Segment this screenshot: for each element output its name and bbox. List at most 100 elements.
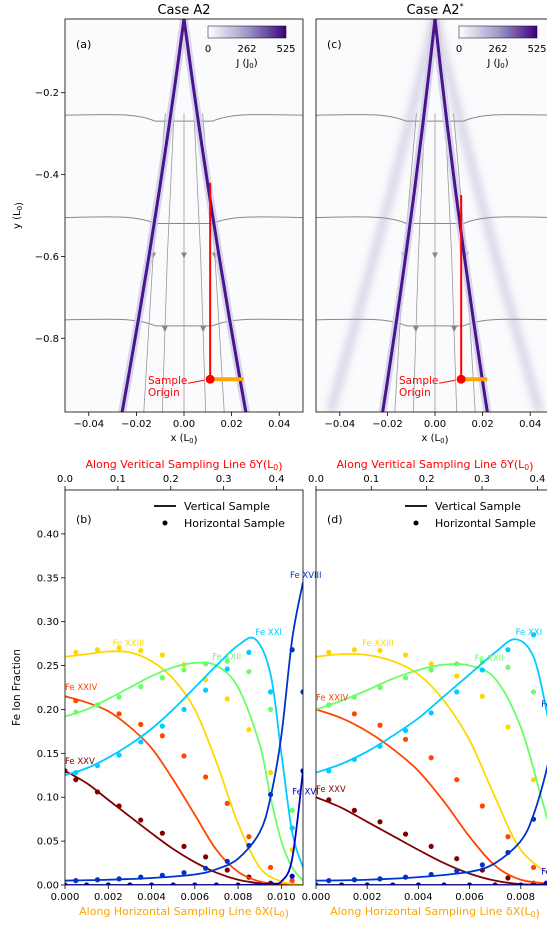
panel-a-xtick-label-3: 0.02 bbox=[220, 419, 242, 430]
panel-b-xtick-top-label-0: 0.0 bbox=[57, 474, 73, 485]
panel-b-series-0-point-2 bbox=[94, 789, 101, 795]
panel-b-series-0-point-3 bbox=[116, 803, 122, 809]
panel-b-series-6-point-0 bbox=[65, 882, 68, 885]
panel-b-ytick-label-8: 0.40 bbox=[37, 529, 59, 540]
panel-b-series-3-point-5 bbox=[181, 667, 187, 673]
panel-b-plot-area bbox=[65, 582, 303, 885]
panel-d-series-6-point-6 bbox=[466, 882, 473, 885]
panel-b-xtick-label-3: 0.006 bbox=[180, 892, 209, 903]
panel-c-current-sheet-right bbox=[433, 19, 489, 412]
panel-c-label: (c) bbox=[327, 38, 342, 51]
panel-a-current-sheet-right bbox=[182, 19, 248, 412]
panel-b-series-4-point-2 bbox=[116, 752, 122, 758]
panel-b-series-3-point-0 bbox=[73, 709, 79, 715]
panel-d-xtick-label-4: 0.008 bbox=[506, 892, 535, 903]
panel-a-xlabel: x (L0) bbox=[171, 433, 198, 446]
panel-b-ytick-label-1: 0.05 bbox=[37, 837, 59, 848]
panel-b-series-4-point-1 bbox=[94, 763, 101, 769]
panel-b-xtick-top-label-4: 0.4 bbox=[269, 474, 285, 485]
legend-b-entry-1: Horizontal Sample bbox=[184, 517, 285, 530]
panel-d-series-label-4: Fe XXI bbox=[516, 628, 543, 638]
panel-b-series-5-point-8 bbox=[246, 842, 252, 849]
panel-c-xlabel: x (L0) bbox=[422, 433, 449, 446]
panel-b-xtick-label-5: 0.010 bbox=[267, 892, 296, 903]
panel-d-series-3-point-0 bbox=[326, 702, 332, 708]
panel-b-ytick-label-2: 0.10 bbox=[37, 793, 59, 804]
panel-d-series-6-point-3 bbox=[390, 882, 396, 885]
panel-d-series-0-point-7 bbox=[505, 875, 511, 881]
panel-d-label: (d) bbox=[327, 513, 343, 526]
panel-d-series-1-point-3 bbox=[402, 736, 409, 742]
panel-b-series-0-point-1 bbox=[73, 777, 79, 783]
panel-b-series-label-1: Fe XXIV bbox=[65, 683, 98, 693]
panel-d-series-1-point-7 bbox=[505, 834, 511, 840]
panel-b-series-line-1 bbox=[65, 695, 303, 885]
panel-d-xtick-label-0: 0.000 bbox=[302, 892, 331, 903]
panel-b-series-5-point-0 bbox=[73, 878, 79, 884]
panel-b-ytick-label-3: 0.15 bbox=[37, 749, 59, 760]
panel-d-series-4-point-4 bbox=[428, 710, 434, 716]
panel-b-series-4-point-7 bbox=[224, 666, 230, 672]
panel-d: 0.000 0.002 0.004 0.006 0.008 Along Horizonta… bbox=[302, 458, 547, 920]
panel-b-series-2-point-3 bbox=[138, 648, 144, 654]
panel-c-xtick-label-4: 0.04 bbox=[519, 419, 541, 430]
panel-d-series-6-point-5 bbox=[441, 882, 447, 885]
panel-b-ytick-label-4: 0.20 bbox=[37, 705, 59, 716]
panel-b-series-3-point-8 bbox=[246, 669, 252, 675]
panel-b-series-2-point-0 bbox=[73, 649, 79, 655]
panel-b-series-5-point-4 bbox=[159, 872, 165, 878]
panel-d-xtick-top-label-4: 0.4 bbox=[529, 474, 545, 485]
panel-b-series-4-point-10 bbox=[289, 825, 295, 831]
panel-a-ytick-label-1: −0.4 bbox=[35, 170, 59, 181]
panel-a-xtick-label-4: 0.04 bbox=[268, 419, 290, 430]
panel-b-series-5-point-1 bbox=[94, 877, 101, 883]
panel-a-field-line-v-1 bbox=[161, 113, 175, 412]
panel-b-series-2-point-7 bbox=[224, 696, 230, 702]
panel-b-ylabel: Fe Ion Fraction bbox=[11, 649, 23, 726]
panel-a-xtick-label-0: −0.04 bbox=[73, 419, 104, 430]
legend-b-entry-0: Vertical Sample bbox=[184, 500, 270, 513]
panel-b-ytick-label-0: 0.00 bbox=[37, 881, 59, 892]
panel-b-axes: 0.000 0.002 0.004 0.006 0.008 0.010 Along Hori… bbox=[11, 458, 296, 920]
panel-b-ytick-label-6: 0.30 bbox=[37, 617, 59, 628]
panel-d-series-0-point-3 bbox=[402, 831, 409, 837]
panel-d-series-labels: Fe XXV Fe XXIV Fe XXIII Fe XXII Fe XXI Fe XVI… bbox=[316, 628, 547, 878]
panel-a-sample-origin-label: Sample Origin bbox=[148, 375, 187, 399]
panel-c: Case A2* −0.04 −0.02 0.00 0.02 0.04 x (L0) (c… bbox=[315, 2, 547, 446]
panel-d-series-3-point-2 bbox=[377, 684, 383, 691]
legend-d-entry-0: Vertical Sample bbox=[435, 500, 521, 513]
panel-b-series-label-4: Fe XXI bbox=[255, 628, 282, 638]
panel-c-field-arrow-3 bbox=[451, 326, 458, 333]
panel-c-sample-origin-marker bbox=[456, 374, 466, 384]
panel-b-series-4-point-6 bbox=[203, 687, 209, 693]
panel-c-field-arrow-2 bbox=[432, 252, 438, 259]
panel-b-series-4-point-5 bbox=[181, 706, 187, 713]
panel-b-series-5-point-2 bbox=[116, 876, 122, 882]
panel-b-series-5-point-11 bbox=[300, 689, 303, 695]
panel-b-series-5-point-5 bbox=[181, 870, 187, 876]
panel-d-series-6-point-7 bbox=[492, 882, 498, 885]
panel-d-series-1-point-6 bbox=[479, 803, 485, 809]
panel-b-series-6-point-7 bbox=[213, 882, 220, 885]
panel-d-series-line-5 bbox=[316, 763, 547, 882]
panel-b-series-3-point-7 bbox=[224, 658, 230, 664]
panel-c-field-arrow-1 bbox=[412, 326, 419, 333]
panel-d-series-1-point-5 bbox=[454, 777, 460, 783]
panel-b-series-6-point-1 bbox=[84, 882, 90, 885]
panel-b-series-0-point-7 bbox=[203, 854, 209, 860]
panel-c-field-line-v-3 bbox=[444, 113, 458, 412]
panel-b-series-5-point-7 bbox=[224, 858, 230, 864]
legend-b-dot-swatch bbox=[162, 520, 168, 526]
panel-b-series-line-0 bbox=[65, 770, 303, 885]
panel-d-series-6-point-4 bbox=[415, 882, 421, 885]
panel-b: 0.000 0.002 0.004 0.006 0.008 0.010 Along Hori… bbox=[11, 458, 322, 920]
panel-b-series-label-3: Fe XXII bbox=[212, 652, 241, 662]
panel-b-series-1-point-4 bbox=[159, 733, 165, 739]
panel-d-series-4-point-8 bbox=[530, 632, 537, 638]
panel-a-current-sheet-left bbox=[120, 19, 186, 412]
panel-d-series-6-point-2 bbox=[364, 882, 370, 885]
panel-b-series-6-point-6 bbox=[192, 882, 198, 885]
panel-c-faint-sheet-right bbox=[430, 19, 545, 412]
panel-b-series-line-2 bbox=[65, 650, 303, 885]
